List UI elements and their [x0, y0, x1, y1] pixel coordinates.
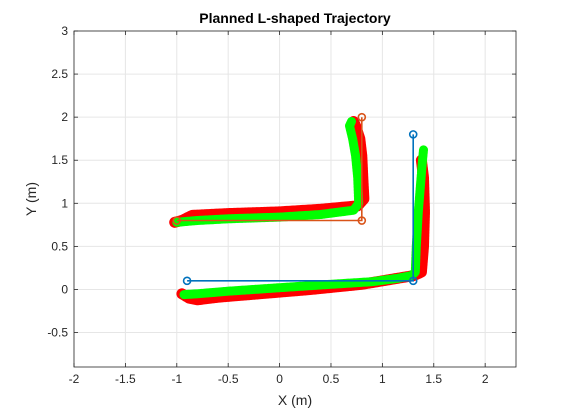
planned-path-1-line — [187, 134, 415, 282]
planned-path-1-marker — [182, 276, 192, 286]
x-tick-label: -1.5 — [115, 372, 136, 386]
y-tick-label: 2.5 — [51, 67, 68, 81]
series-layer — [169, 112, 430, 306]
y-tick-label: 0 — [61, 282, 68, 296]
planned-path-2-line — [176, 117, 363, 222]
planned-path-2-marker — [357, 112, 367, 122]
planned-path-1-marker — [408, 276, 418, 286]
y-axis-label: Y (m) — [23, 182, 39, 216]
x-tick-label: 2 — [482, 372, 489, 386]
chart-title: Planned L-shaped Trajectory — [199, 10, 391, 26]
plot-area — [74, 31, 516, 367]
x-tick-label: 0 — [276, 372, 283, 386]
actual-green-1-core — [181, 146, 427, 298]
x-tick-label: 1.5 — [425, 372, 442, 386]
x-tick-label: 0.5 — [323, 372, 340, 386]
planned-path-2-marker — [357, 216, 367, 225]
y-tick-label: 2 — [61, 110, 68, 124]
x-tick-label: -1 — [171, 372, 182, 386]
x-axis-label: X (m) — [278, 392, 312, 408]
x-tick-label: -0.5 — [218, 372, 239, 386]
planned-path-1-marker — [408, 130, 418, 139]
x-tick-label: 1 — [379, 372, 386, 386]
y-tick-label: 3 — [61, 24, 68, 38]
plot-frame — [73, 30, 517, 368]
actual-green-2-core — [173, 118, 362, 226]
y-tick-label: 0.5 — [51, 239, 68, 253]
x-tick-label: -2 — [69, 372, 80, 386]
ticks-layer: -2 -1.5 -1 -0.5 0 0.5 1 1.5 2 -0.5 0 0.5 1 1.5 2 2.5 3 — [47, 24, 516, 386]
y-tick-label: 1 — [61, 196, 68, 210]
y-tick-label: 1.5 — [51, 153, 68, 167]
y-tick-label: -0.5 — [47, 326, 68, 340]
planned-path-2-marker — [172, 216, 182, 225]
